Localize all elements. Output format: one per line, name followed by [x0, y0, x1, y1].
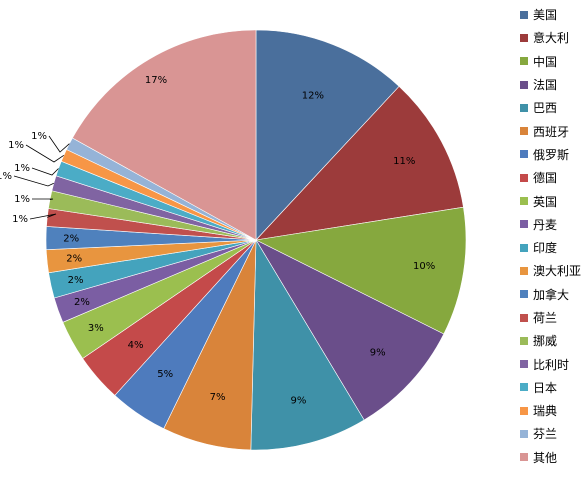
leader-line [31, 167, 59, 176]
legend-label: 德国 [533, 171, 558, 186]
leader-line [25, 144, 65, 163]
data-label: 9% [370, 348, 386, 359]
legend-swatch [520, 243, 528, 252]
legend-swatch [520, 197, 528, 206]
legend-item: 中国 [520, 50, 583, 73]
legend-swatch [520, 33, 528, 42]
legend-label: 法国 [533, 78, 558, 93]
legend-item: 挪威 [520, 329, 583, 352]
legend-swatch [520, 336, 528, 345]
data-label: 2% [68, 275, 84, 286]
legend-item: 英国 [520, 189, 583, 212]
legend-item: 比利时 [520, 352, 583, 375]
legend-label: 巴西 [533, 101, 558, 116]
legend-swatch [520, 10, 528, 19]
legend-item: 西班牙 [520, 119, 583, 142]
legend-swatch [520, 383, 528, 392]
legend-swatch [520, 360, 528, 369]
legend-label: 日本 [533, 380, 558, 395]
legend-item: 瑞典 [520, 399, 583, 422]
legend-swatch [520, 266, 528, 275]
legend-label: 美国 [533, 8, 558, 23]
legend-label: 澳大利亚 [533, 264, 582, 279]
data-label: 7% [210, 392, 226, 403]
data-label: 1% [31, 131, 47, 142]
data-label: 5% [157, 369, 173, 380]
legend-item: 其他 [520, 446, 583, 469]
legend-swatch [520, 290, 528, 299]
data-label: 10% [413, 261, 435, 272]
data-label: 1% [0, 171, 12, 182]
data-label: 1% [8, 140, 24, 151]
legend-swatch [520, 173, 528, 182]
legend-item: 澳大利亚 [520, 259, 583, 282]
data-label: 1% [12, 214, 28, 225]
pie-slice [255, 206, 467, 335]
pie-slice [255, 239, 445, 421]
leader-line [32, 198, 54, 200]
legend-swatch [520, 453, 528, 462]
legend-label: 印度 [533, 241, 558, 256]
legend-swatch [520, 429, 528, 438]
pie-slice [255, 29, 400, 241]
legend-label: 加拿大 [533, 287, 570, 302]
legend-label: 瑞典 [533, 404, 558, 419]
legend-item: 芬兰 [520, 422, 583, 445]
pie-slices [45, 29, 467, 451]
pie-slice [255, 85, 464, 241]
legend-label: 荷兰 [533, 311, 558, 325]
legend-label: 比利时 [533, 357, 570, 372]
legend-item: 荷兰 [520, 306, 583, 329]
data-label: 3% [88, 323, 104, 334]
legend-swatch [520, 150, 528, 159]
legend-item: 意大利 [520, 26, 583, 49]
data-label: 12% [302, 90, 324, 101]
legend-label: 挪威 [533, 334, 558, 349]
pie-slice [250, 238, 365, 451]
legend-item: 丹麦 [520, 213, 583, 236]
data-label: 2% [63, 233, 79, 244]
legend-item: 德国 [520, 166, 583, 189]
legend-label: 意大利 [533, 31, 570, 46]
data-label: 1% [14, 194, 30, 205]
legend-item: 巴西 [520, 96, 583, 119]
legend-item: 美国 [520, 3, 583, 26]
data-label: 2% [66, 254, 82, 265]
leader-line [48, 135, 70, 153]
legend-label: 其他 [533, 450, 558, 465]
data-label: 11% [393, 156, 415, 167]
leader-line [29, 213, 57, 220]
legend-item: 日本 [520, 376, 583, 399]
legend-label: 丹麦 [533, 217, 558, 232]
data-label: 17% [145, 75, 167, 86]
data-label: 2% [74, 297, 90, 308]
legend-swatch [520, 406, 528, 415]
legend-swatch [520, 80, 528, 89]
legend-label: 英国 [533, 194, 558, 209]
legend-swatch [520, 313, 528, 322]
legend-item: 俄罗斯 [520, 143, 583, 166]
legend-item: 法国 [520, 73, 583, 96]
data-label: 1% [14, 163, 30, 174]
leader-line [13, 175, 54, 187]
legend-label: 西班牙 [533, 124, 570, 139]
pie-data-labels: 12%11%10%9%9%7%5%4%3%2%2%2%2%1%1%1%1%1%1… [0, 75, 435, 406]
legend-item: 印度 [520, 236, 583, 259]
data-label: 4% [128, 340, 144, 351]
legend-swatch [520, 127, 528, 136]
data-label: 9% [290, 395, 306, 406]
legend-item: 加拿大 [520, 283, 583, 306]
pie-slice [72, 29, 257, 241]
legend-label: 芬兰 [533, 427, 558, 442]
legend-swatch [520, 220, 528, 229]
legend-label: 俄罗斯 [533, 147, 570, 162]
legend: 美国意大利中国法国巴西西班牙俄罗斯德国英国丹麦印度澳大利亚加拿大荷兰挪威比利时日… [520, 3, 583, 469]
legend-label: 中国 [533, 54, 558, 69]
legend-swatch [520, 103, 528, 112]
legend-swatch [520, 57, 528, 66]
